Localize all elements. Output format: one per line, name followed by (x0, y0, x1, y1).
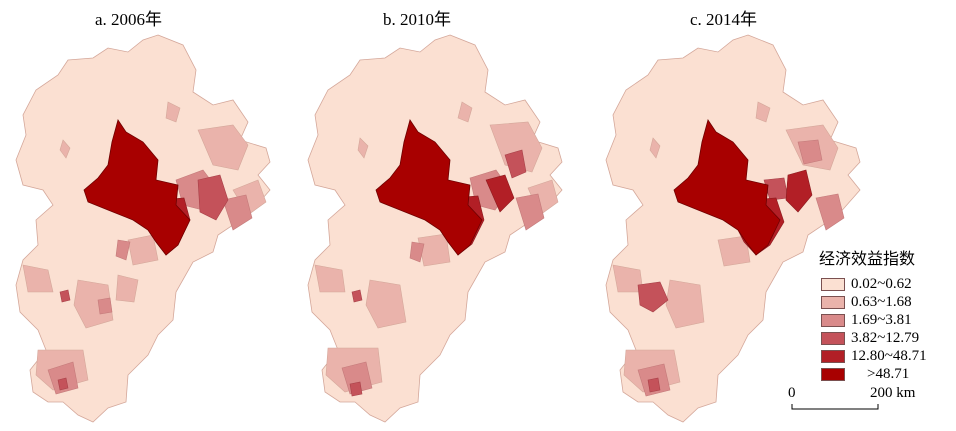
class-4-patches (57, 174, 229, 391)
choropleth-map-2014 (605, 34, 861, 423)
legend-swatch (821, 331, 845, 345)
choropleth-map-2006 (15, 34, 271, 423)
map-panel-2014 (598, 30, 888, 425)
legend-title: 经济效益指数 (819, 251, 916, 268)
legend-item: 3.82~12.79 (815, 329, 955, 347)
legend-label: 12.80~48.71 (851, 347, 927, 364)
scale-start-label: 0 (788, 385, 796, 401)
legend: 经济效益指数 0.02~0.62 0.63~1.68 1.69~3.81 3.8… (815, 245, 955, 383)
map-panel-2010 (300, 30, 590, 425)
class-4-patches (349, 149, 527, 397)
choropleth-map-2010 (307, 34, 563, 423)
legend-item: 0.63~1.68 (815, 293, 955, 311)
map-panel-2006 (8, 30, 298, 425)
scale-end-label: 200 km (870, 385, 916, 401)
legend-item: >48.71 (815, 365, 955, 383)
class-2-patches (22, 101, 267, 391)
legend-swatch (821, 313, 845, 327)
legend-swatch (821, 349, 845, 363)
legend-item: 0.02~0.62 (815, 275, 955, 293)
legend-label: >48.71 (867, 365, 910, 382)
legend-label: 0.02~0.62 (851, 275, 912, 292)
legend-item: 1.69~3.81 (815, 311, 955, 329)
map-title-2014: c. 2014年 (690, 10, 758, 29)
legend-swatch (821, 295, 845, 309)
map-title-2006: a. 2006年 (95, 10, 163, 29)
scale-bar: 0 200 km (788, 385, 930, 415)
class-4-patches (637, 177, 789, 393)
legend-item: 12.80~48.71 (815, 347, 955, 365)
scale-bar-line (791, 404, 879, 410)
map-title-2010: b. 2010年 (383, 10, 451, 29)
legend-swatch (821, 367, 845, 381)
legend-rows: 0.02~0.62 0.63~1.68 1.69~3.81 3.82~12.79… (815, 275, 955, 383)
legend-label: 1.69~3.81 (851, 311, 912, 328)
legend-label: 0.63~1.68 (851, 293, 912, 310)
legend-swatch (821, 277, 845, 291)
legend-label: 3.82~12.79 (851, 329, 920, 346)
